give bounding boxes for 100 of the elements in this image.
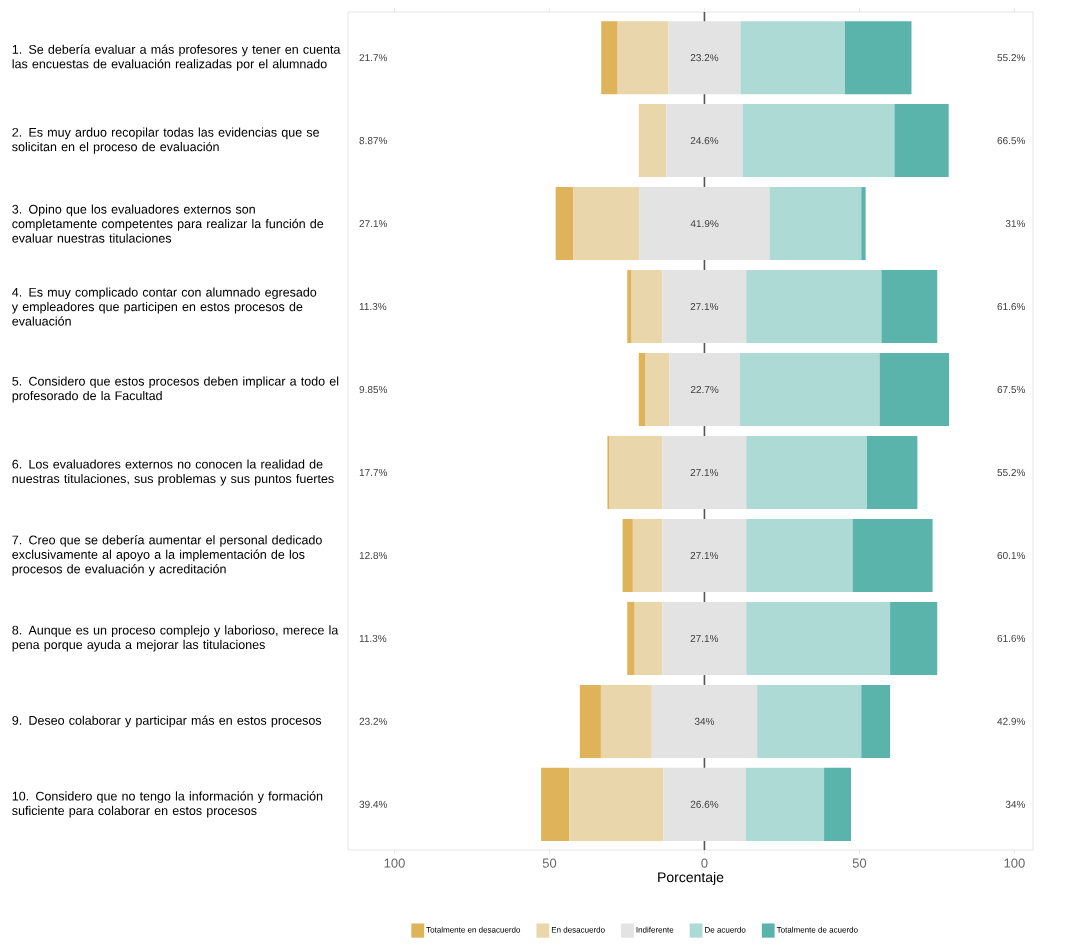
bar — [569, 767, 664, 841]
bar — [669, 353, 740, 427]
bar — [746, 518, 853, 592]
data-label: 24.6% — [690, 137, 719, 145]
bar — [746, 270, 882, 344]
bar — [890, 601, 938, 675]
bar — [769, 187, 862, 261]
bar — [866, 435, 918, 510]
legend-label: Indiferente — [636, 926, 674, 933]
y-tick-label: 10. Considero que no tengo la información y formación suficiente para colaborar en estos procesos — [12, 791, 323, 818]
bar — [881, 270, 938, 344]
data-label: 27.1% — [690, 468, 719, 477]
bar — [746, 601, 891, 675]
x-tick-label: 50 — [852, 858, 867, 868]
bar — [607, 435, 610, 510]
annotation: 60.1% — [997, 551, 1026, 559]
annotation: 66.5% — [997, 137, 1026, 145]
bar — [757, 684, 862, 758]
bar — [824, 767, 852, 841]
legend-label: Totalmente de acuerdo — [776, 926, 858, 933]
legend-label: De acuerdo — [705, 926, 746, 933]
bar — [745, 767, 825, 841]
y-tick-label: 6. Los evaluadores externos no conocen la realidad de nuestras titulaciones, sus problemas y sus puntos fuertes — [12, 459, 334, 486]
bar — [617, 21, 669, 95]
annotation: 11.3% — [359, 634, 387, 642]
annotation: 27.1% — [359, 220, 388, 228]
annotation: 42.9% — [997, 717, 1026, 725]
data-label: 27.1% — [690, 551, 719, 559]
bar — [651, 684, 758, 758]
bar — [662, 518, 747, 592]
x-axis-title: Porcentaje — [658, 871, 724, 885]
annotation: 9.85% — [359, 385, 388, 394]
y-tick-label: 8. Aunque es un proceso complejo y laborioso, merece la pena porque ayuda a mejorar las titulaciones — [12, 625, 339, 652]
data-label: 27.1% — [690, 303, 719, 311]
data-label: 34% — [694, 717, 715, 725]
bar — [663, 767, 746, 841]
bar — [638, 353, 646, 427]
bar — [668, 21, 741, 95]
bar — [579, 684, 601, 758]
bar — [627, 601, 635, 675]
bar — [894, 104, 949, 178]
data-label: 41.9% — [690, 220, 719, 228]
annotation: 23.2% — [359, 717, 388, 725]
y-tick-label: 9. Deseo colaborar y participar más en estos procesos — [12, 715, 322, 728]
annotation: 21.7% — [359, 54, 388, 62]
bar — [638, 104, 667, 178]
y-tick-label: 1. Se debería evaluar a más profesores y tener en cuenta las encuestas de evaluación realizadas por el alumnado — [12, 44, 341, 71]
bar — [740, 21, 845, 95]
annotation: 8.87% — [359, 137, 388, 145]
bar — [627, 270, 632, 344]
annotation: 61.6% — [997, 303, 1026, 311]
bar — [634, 601, 663, 675]
x-tick-label: 50 — [542, 858, 557, 868]
annotation: 61.6% — [997, 634, 1026, 642]
bar — [742, 104, 895, 178]
x-tick-label: 0 — [701, 858, 708, 868]
legend-label: Totalmente en desacuerdo — [426, 926, 521, 933]
annotation: 55.2% — [997, 54, 1026, 62]
bar — [622, 518, 633, 592]
data-label: 27.1% — [690, 634, 719, 642]
annotation: 31% — [1005, 220, 1026, 228]
annotation: 34% — [1005, 800, 1026, 808]
data-label: 22.7% — [690, 386, 719, 394]
bar — [631, 270, 663, 344]
bar — [632, 518, 663, 592]
annotation: 17.7% — [359, 468, 388, 476]
bar — [746, 435, 867, 510]
bar — [555, 187, 574, 261]
annotation: 12.8% — [359, 551, 388, 559]
annotation: 55.2% — [997, 468, 1026, 477]
bar — [645, 353, 670, 427]
y-tick-label: 7. Creo que se debería aumentar el personal dedicado exclusivamente al apoyo a la implementación de los procesos de evaluación y acreditación — [12, 535, 322, 576]
bar — [600, 684, 652, 758]
annotation: 67.5% — [997, 385, 1026, 394]
bar — [662, 601, 747, 675]
bar — [844, 21, 912, 95]
annotation: 39.4% — [359, 800, 388, 808]
bar — [639, 187, 770, 261]
bar — [541, 767, 570, 841]
x-tick-label: 100 — [384, 858, 405, 868]
legend-label: En desacuerdo — [551, 926, 605, 933]
bar — [573, 187, 640, 261]
bar — [662, 435, 747, 510]
bar — [852, 518, 933, 592]
bar — [861, 684, 891, 758]
y-tick-label: 3. Opino que los evaluadores externos son completamente competentes para realizar la función de evaluar nuestras titulaciones — [12, 204, 324, 243]
bar — [609, 435, 663, 510]
annotation: 11.3% — [359, 303, 387, 311]
bar — [601, 21, 618, 95]
y-tick-label: 5. Considero que estos procesos deben implicar a todo el profesorado de la Facultad — [12, 376, 339, 403]
y-tick-label: 4. Es muy complicado contar con alumnado egresado y empleadores que participen en estos procesos de evaluación — [11, 287, 317, 326]
bar — [666, 104, 743, 178]
x-tick-label: 100 — [1004, 858, 1025, 868]
y-tick-label: 2. Es muy arduo recopilar todas las evidencias que se solicitan en el proceso de evaluación — [12, 127, 319, 154]
data-label: 23.2% — [690, 54, 719, 62]
bar — [662, 270, 747, 344]
data-label: 26.6% — [690, 800, 719, 808]
bar — [739, 353, 880, 427]
bar — [879, 353, 950, 427]
bar — [861, 187, 866, 261]
